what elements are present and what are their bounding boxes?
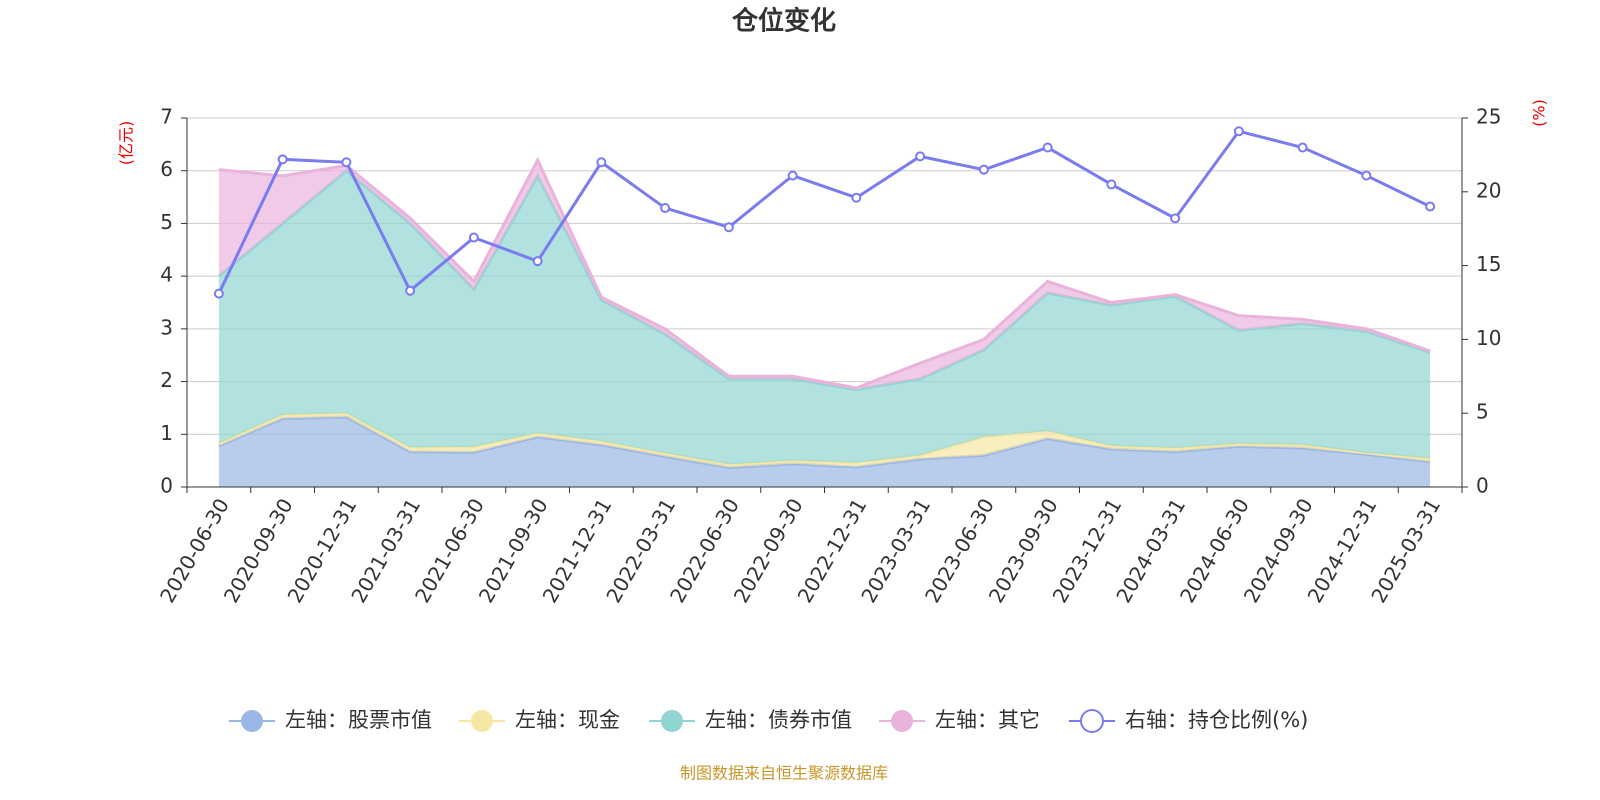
legend-item: 左轴：股票市值 xyxy=(229,708,432,732)
legend-label: 右轴：持仓比例(%) xyxy=(1125,708,1308,732)
line-point xyxy=(851,192,862,203)
line-point xyxy=(1361,170,1372,181)
line-point xyxy=(277,154,288,165)
legend-item: 右轴：持仓比例(%) xyxy=(1069,708,1308,733)
y-tick-label: 2 xyxy=(160,368,173,392)
y-tick-label: 0 xyxy=(160,474,173,498)
line-point xyxy=(787,170,798,181)
legend-marker xyxy=(471,710,493,732)
legend-marker xyxy=(661,710,683,732)
source-note: 制图数据来自恒生聚源数据库 xyxy=(680,764,888,783)
y-tick-label: 3 xyxy=(160,315,173,339)
line-point xyxy=(1170,213,1181,224)
line-point xyxy=(213,288,224,299)
line-point xyxy=(1106,179,1117,190)
y2-tick-label: 10 xyxy=(1476,326,1501,350)
y-tick-label: 6 xyxy=(160,157,173,181)
y2-tick-label: 20 xyxy=(1476,178,1501,202)
line-point xyxy=(341,157,352,168)
line-point xyxy=(1233,126,1244,137)
line-point xyxy=(405,285,416,296)
area-fill xyxy=(218,170,1431,465)
line-point xyxy=(1042,142,1053,153)
area-fill xyxy=(218,416,1431,487)
line xyxy=(217,129,1431,295)
y-tick-label: 1 xyxy=(160,421,173,445)
legend-marker xyxy=(891,710,913,732)
legend-label: 左轴：债券市值 xyxy=(705,708,852,732)
y2-tick-label: 5 xyxy=(1476,400,1489,424)
y2-axis-label: (%) xyxy=(1530,99,1549,127)
legend-item: 左轴：其它 xyxy=(879,708,1040,732)
legend-marker xyxy=(241,710,263,732)
legend-item: 左轴：现金 xyxy=(459,708,620,732)
y-tick-label: 7 xyxy=(160,105,173,129)
line-point xyxy=(596,157,607,168)
legend-label: 左轴：其它 xyxy=(935,708,1040,732)
line-point xyxy=(915,151,926,162)
y-axis-label: (亿元) xyxy=(117,121,136,166)
legend-marker xyxy=(1080,709,1104,733)
line-point xyxy=(723,222,734,233)
y2-tick-label: 0 xyxy=(1476,474,1489,498)
legend-label: 左轴：股票市值 xyxy=(285,708,432,732)
legend-item: 左轴：债券市值 xyxy=(649,708,852,732)
y2-tick-label: 25 xyxy=(1476,105,1501,129)
line-point xyxy=(468,232,479,243)
line-point xyxy=(978,164,989,175)
line-point xyxy=(1297,142,1308,153)
y-tick-label: 4 xyxy=(160,263,173,287)
y-tick-label: 5 xyxy=(160,210,173,234)
line-point xyxy=(660,203,671,214)
area-fill xyxy=(218,160,1431,390)
line-point xyxy=(532,256,543,267)
area-edge xyxy=(218,156,1431,390)
legend-label: 左轴：现金 xyxy=(515,708,620,732)
chart-title: 仓位变化 xyxy=(731,6,836,37)
line-point xyxy=(1425,201,1436,212)
y2-tick-label: 15 xyxy=(1476,252,1501,276)
